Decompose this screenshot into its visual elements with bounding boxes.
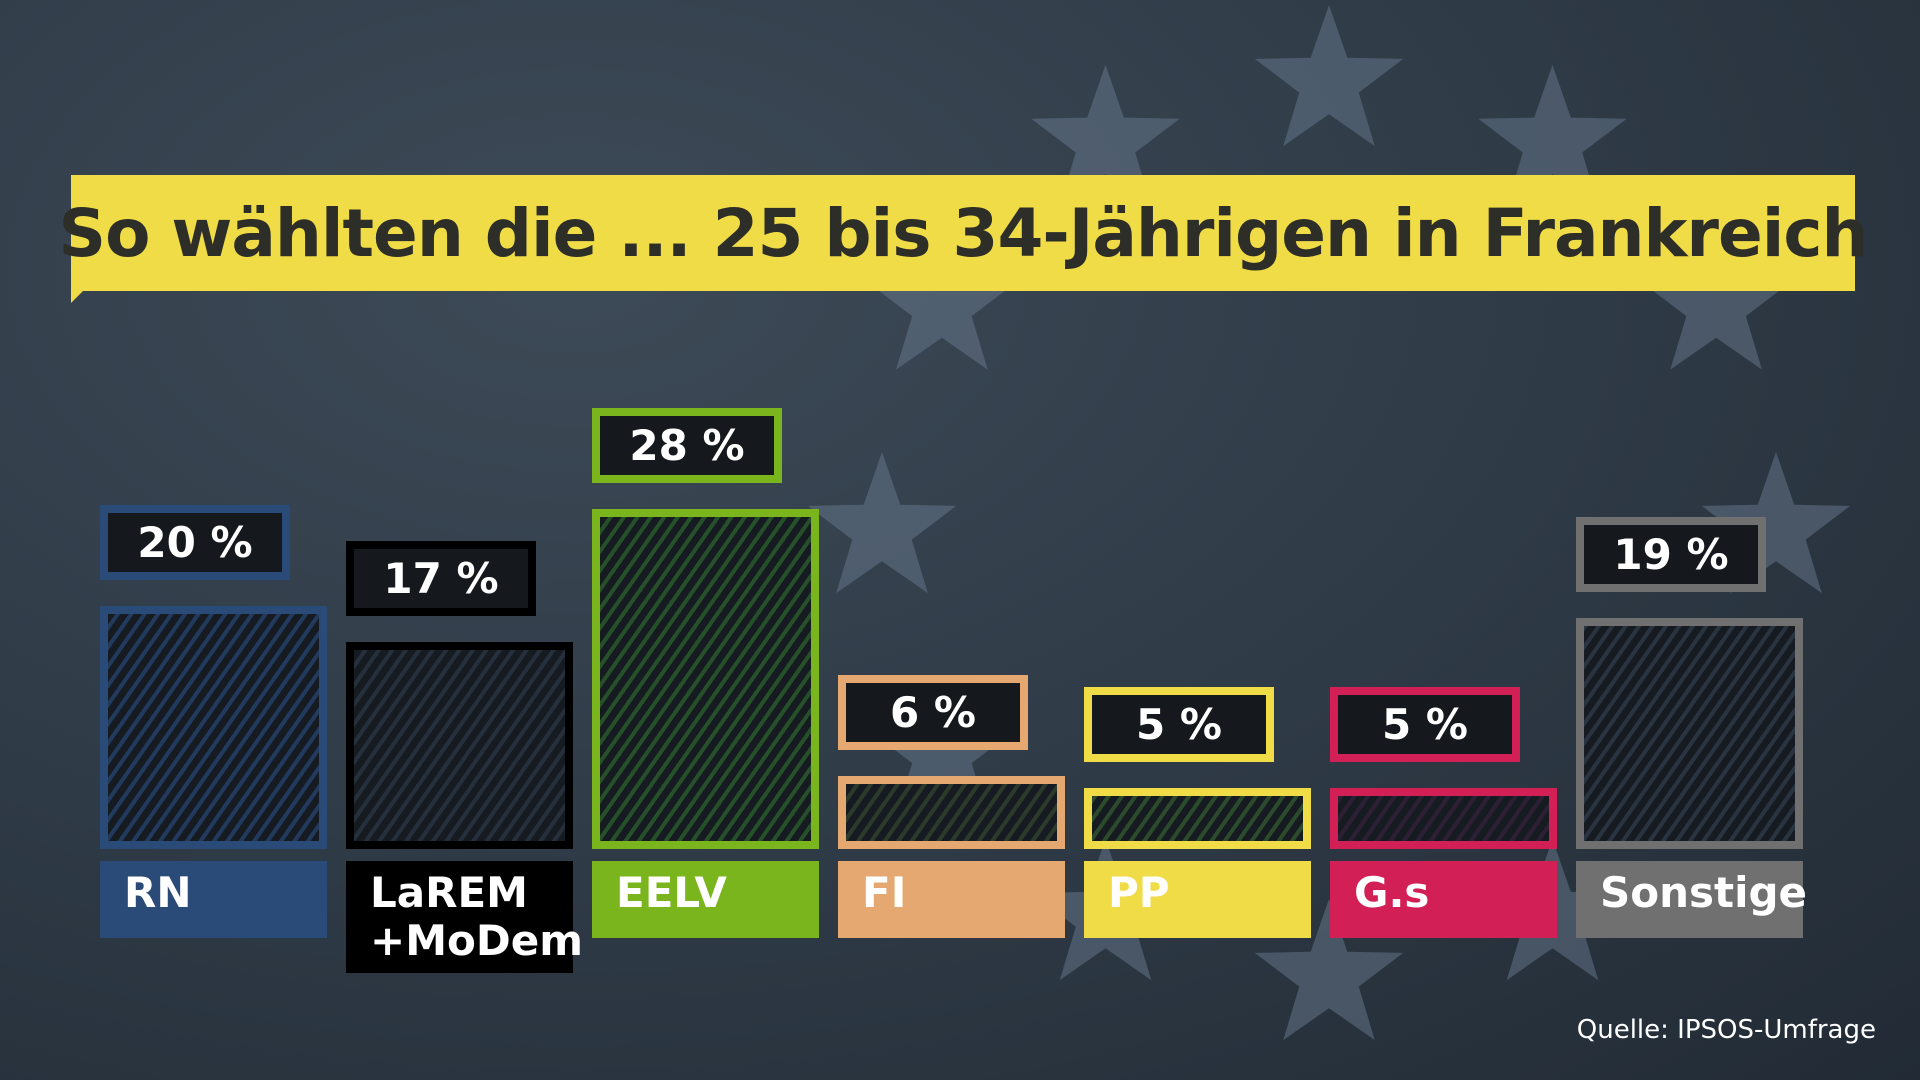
bar (1576, 618, 1803, 849)
category-label-line: Sonstige (1600, 868, 1808, 917)
category-label: Sonstige (1576, 861, 1808, 938)
star-icon (807, 452, 957, 594)
star-icon (1478, 64, 1627, 207)
star-icon (1701, 452, 1851, 594)
data-label: 20 % (100, 505, 290, 580)
category-label: FI (838, 861, 1065, 938)
data-label: 5 % (1330, 687, 1520, 763)
title-banner: So wählten die ... 25 bis 34-Jährigen in… (59, 175, 1868, 303)
category-label-line: PP (1108, 868, 1170, 917)
category-label-line: RN (124, 868, 192, 917)
category-label: G.s (1330, 861, 1557, 938)
category-label-line: EELV (616, 868, 727, 917)
category-label: PP (1084, 861, 1311, 938)
category-label: EELV (592, 861, 819, 938)
category-label: LaREM +MoDem (346, 861, 583, 973)
category-label-line: +MoDem (370, 916, 583, 965)
star-icon (1031, 64, 1180, 207)
star-icon (1254, 5, 1404, 147)
star-icon (1641, 228, 1791, 370)
category-label-line: FI (862, 868, 907, 917)
bar (1084, 788, 1311, 849)
category-label-line: G.s (1354, 868, 1430, 917)
bar (838, 776, 1065, 849)
data-label: 5 % (1084, 687, 1274, 763)
data-label: 6 % (838, 675, 1028, 751)
source-note: Quelle: IPSOS-Umfrage (1576, 1015, 1876, 1045)
data-label: 19 % (1576, 517, 1766, 593)
bar (592, 508, 819, 849)
bar (100, 606, 327, 849)
star-icon (1254, 899, 1404, 1041)
chart-title: So wählten die ... 25 bis 34-Jährigen in… (58, 194, 1869, 272)
data-label: 17 % (346, 541, 536, 617)
bar (1330, 788, 1557, 849)
category-label-line: LaREM (370, 868, 528, 917)
star-icon (867, 228, 1017, 370)
category-label: RN (100, 861, 327, 938)
data-label: 28 % (592, 407, 782, 483)
bar (346, 642, 573, 849)
